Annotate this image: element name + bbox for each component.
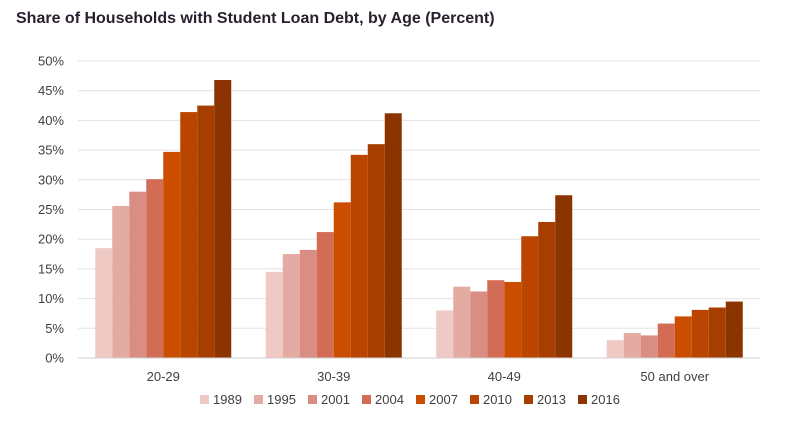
bar <box>674 316 692 358</box>
bar <box>367 144 385 358</box>
gridlines <box>78 60 760 329</box>
bar <box>112 205 130 358</box>
legend-swatch <box>416 395 425 404</box>
bar <box>316 232 334 358</box>
x-tick-label: 40-49 <box>488 369 521 384</box>
legend-swatch <box>524 395 533 404</box>
legend-label: 2004 <box>375 392 404 407</box>
y-tick-label: 50% <box>38 54 64 69</box>
y-tick-label: 35% <box>38 143 64 158</box>
y-tick-label: 30% <box>38 172 64 187</box>
y-tick-label: 5% <box>45 321 64 336</box>
legend-item: 2007 <box>416 392 458 407</box>
legend-swatch <box>362 395 371 404</box>
x-axis: 20-29 30-39 40-49 50 and over <box>78 357 760 384</box>
bar <box>487 280 505 358</box>
legend-item: 2013 <box>524 392 566 407</box>
bar <box>470 291 488 358</box>
y-tick-label: 10% <box>38 291 64 306</box>
bar <box>163 151 181 358</box>
bar <box>299 249 317 358</box>
legend-item: 2001 <box>308 392 350 407</box>
x-tick-label: 20-29 <box>147 369 180 384</box>
y-tick-label: 45% <box>38 83 64 98</box>
legend-swatch <box>308 395 317 404</box>
y-tick-label: 20% <box>38 232 64 247</box>
bar <box>214 80 232 359</box>
legend-label: 2007 <box>429 392 458 407</box>
legend-label: 2001 <box>321 392 350 407</box>
legend-label: 1995 <box>267 392 296 407</box>
legend-label: 2013 <box>537 392 566 407</box>
legend-item: 2016 <box>578 392 620 407</box>
y-tick-label: 0% <box>45 351 64 366</box>
y-tick-label: 40% <box>38 113 64 128</box>
bar <box>708 307 726 358</box>
legend-swatch <box>578 395 587 404</box>
bar <box>282 254 300 358</box>
legend-swatch <box>254 395 263 404</box>
bar <box>453 286 471 358</box>
legend-item: 1995 <box>254 392 296 407</box>
bars <box>95 80 743 359</box>
bar <box>725 301 743 358</box>
bar <box>180 112 198 358</box>
bar <box>436 310 454 358</box>
bar <box>691 309 709 358</box>
legend-swatch <box>470 395 479 404</box>
bar <box>197 105 215 358</box>
legend-label: 2010 <box>483 392 512 407</box>
legend-label: 1989 <box>213 392 242 407</box>
legend-item: 2010 <box>470 392 512 407</box>
bar <box>640 335 658 358</box>
y-tick-label: 15% <box>38 261 64 276</box>
bar <box>350 154 368 358</box>
bar <box>384 113 402 358</box>
x-tick-label: 50 and over <box>640 369 709 384</box>
bar <box>623 333 641 358</box>
bar <box>521 236 539 358</box>
y-tick-label: 25% <box>38 202 64 217</box>
legend: 1989 1995 2001 2004 2007 2010 2013 2016 <box>200 392 620 407</box>
legend-label: 2016 <box>591 392 620 407</box>
legend-item: 1989 <box>200 392 242 407</box>
bar <box>504 281 522 358</box>
bar <box>333 202 351 358</box>
legend-item: 2004 <box>362 392 404 407</box>
x-tick-label: 30-39 <box>317 369 350 384</box>
bar <box>95 248 113 358</box>
bar <box>146 179 164 358</box>
bar <box>657 323 675 358</box>
chart-title: Share of Households with Student Loan De… <box>16 10 495 27</box>
bar <box>538 221 556 358</box>
y-axis: 0% 5% 10% 15% 20% 25% 30% 35% 40% 45% 50% <box>38 54 64 366</box>
bar <box>129 191 147 358</box>
legend-swatch <box>200 395 209 404</box>
bar <box>606 340 624 358</box>
bar <box>265 271 283 358</box>
bar <box>555 195 573 358</box>
